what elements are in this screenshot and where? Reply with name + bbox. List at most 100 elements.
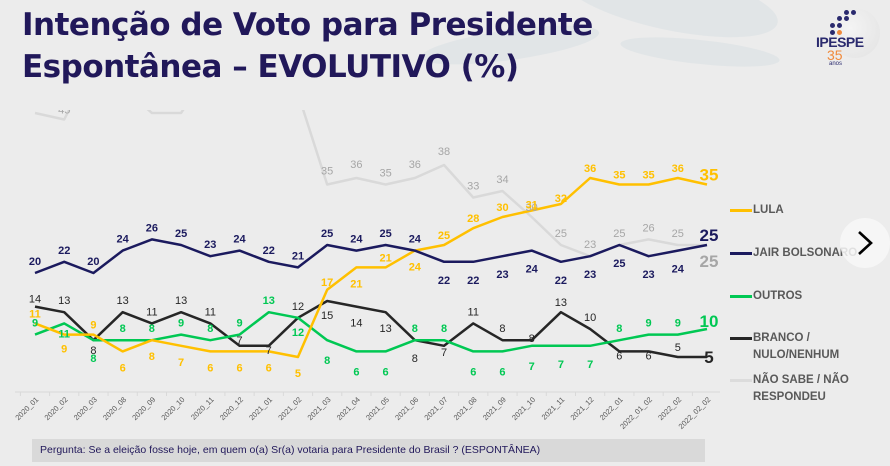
data-label: 9 (178, 318, 184, 330)
x-tick-label: 2021_11 (540, 395, 567, 422)
title-line-1: Intenção de Voto para Presidente (22, 7, 593, 43)
logo-anos: anos (829, 61, 843, 67)
legend-swatch (730, 295, 752, 298)
data-label: 13 (555, 297, 567, 309)
data-label: 10 (584, 312, 596, 324)
data-label: 9 (675, 318, 681, 330)
x-tick-label: 2021_12 (569, 395, 596, 422)
legend-item-bolsonaro: JAIR BOLSONARO (730, 245, 890, 262)
data-label: 20 (29, 256, 41, 268)
data-label: 11 (468, 306, 479, 318)
legend-label: OUTROS (753, 290, 803, 302)
next-slide-button[interactable] (840, 218, 890, 268)
series-line-branco-nulo-nenhum (34, 299, 707, 359)
data-label: 35 (700, 166, 719, 185)
logo-brand: IPESPE (816, 34, 864, 50)
data-label: 8 (207, 323, 213, 335)
data-label: 8 (324, 355, 330, 367)
data-label: 8 (120, 323, 126, 335)
data-label: 25 (672, 228, 684, 240)
data-label: 35 (379, 168, 391, 180)
data-label: 8 (412, 353, 418, 365)
x-tick-label: 2021_02 (276, 395, 303, 422)
data-label: 6 (646, 350, 652, 362)
data-label: 22 (58, 245, 70, 257)
data-label: 24 (117, 234, 130, 246)
legend-item-lula: LULA (730, 202, 890, 219)
data-label: 14 (29, 294, 41, 306)
data-label: 21 (379, 252, 391, 264)
data-label: 9 (236, 318, 242, 330)
data-label: 7 (266, 345, 272, 357)
x-tick-label: 2021_04 (335, 395, 362, 422)
legend-item-nao-sabe: NÃO SABE / NÃO RESPONDEU (730, 372, 855, 406)
data-label: 24 (672, 264, 685, 276)
data-label: 8 (441, 323, 447, 335)
data-label: 31 (526, 200, 538, 212)
data-label: 23 (204, 239, 216, 251)
data-label: 10 (700, 312, 719, 331)
data-label: 8 (499, 323, 505, 335)
x-tick-label: 2020_10 (159, 395, 186, 422)
data-label: 25 (321, 228, 333, 240)
data-label: 25 (438, 230, 450, 242)
data-label: 15 (321, 310, 333, 322)
data-label: 22 (263, 245, 275, 257)
data-label: 6 (616, 350, 622, 362)
data-label: 21 (292, 250, 304, 262)
data-label: 8 (149, 323, 155, 335)
question-footnote: Pergunta: Se a eleição fosse hoje, em qu… (32, 439, 705, 462)
legend-swatch (730, 209, 752, 212)
data-label: 7 (236, 335, 242, 347)
legend-swatch (730, 252, 752, 255)
data-label: 11 (29, 308, 41, 320)
x-tick-label: 2021_06 (393, 395, 420, 422)
x-tick-label: 2020_03 (72, 395, 99, 422)
data-label: 25 (613, 258, 625, 270)
data-label: 33 (467, 181, 479, 193)
data-label: 24 (233, 234, 246, 246)
x-tick-label: 2020_02 (43, 395, 70, 422)
series-line-jair-bolsonaro (34, 238, 708, 275)
data-label: 25 (700, 252, 719, 271)
data-label: 24 (409, 262, 422, 274)
legend-label: JAIR BOLSONARO (753, 247, 858, 259)
data-label: 35 (321, 166, 333, 178)
x-tick-label: 2021_07 (422, 395, 449, 422)
x-tick-label: 2020_12 (218, 395, 245, 422)
data-label: 13 (379, 323, 391, 335)
data-label: 8 (529, 333, 535, 345)
data-label: 8 (90, 345, 96, 357)
data-label: 26 (642, 222, 654, 234)
data-label: 23 (584, 239, 596, 251)
data-label: 6 (120, 362, 126, 374)
series-line-outros (34, 310, 708, 353)
data-label: 45 (58, 110, 70, 117)
data-label: 7 (587, 359, 593, 371)
legend-item-branco-nulo: BRANCO / NULO/NENHUM (730, 330, 850, 364)
x-tick-label: 2021_08 (452, 395, 479, 422)
data-label: 11 (146, 306, 157, 318)
data-label: 35 (642, 170, 654, 182)
data-label: 13 (117, 295, 129, 307)
x-tick-label: 2021_03 (306, 395, 333, 422)
legend-swatch (730, 379, 752, 382)
x-tick-label: 2020_09 (130, 395, 157, 422)
series-line-n-o-sabe-n-o-respondeu (34, 110, 707, 258)
data-label: 17 (321, 277, 333, 289)
data-label: 25 (613, 228, 625, 240)
data-label: 14 (350, 318, 362, 330)
x-tick-label: 2021_10 (510, 395, 537, 422)
x-tick-label: 2020_11 (189, 395, 216, 422)
legend-item-outros: OUTROS (730, 288, 890, 305)
data-label: 24 (526, 264, 539, 276)
data-label: 23 (584, 269, 596, 281)
legend-label: LULA (753, 204, 784, 216)
data-label: 13 (175, 295, 187, 307)
data-label: 22 (438, 275, 450, 287)
data-label: 30 (496, 202, 508, 214)
ipespe-logo: IPESPE 35 anos (812, 6, 882, 76)
data-label: 8 (90, 353, 96, 365)
data-label: 34 (496, 174, 508, 186)
page-title: Intenção de Voto para Presidente Espontâ… (22, 4, 593, 88)
